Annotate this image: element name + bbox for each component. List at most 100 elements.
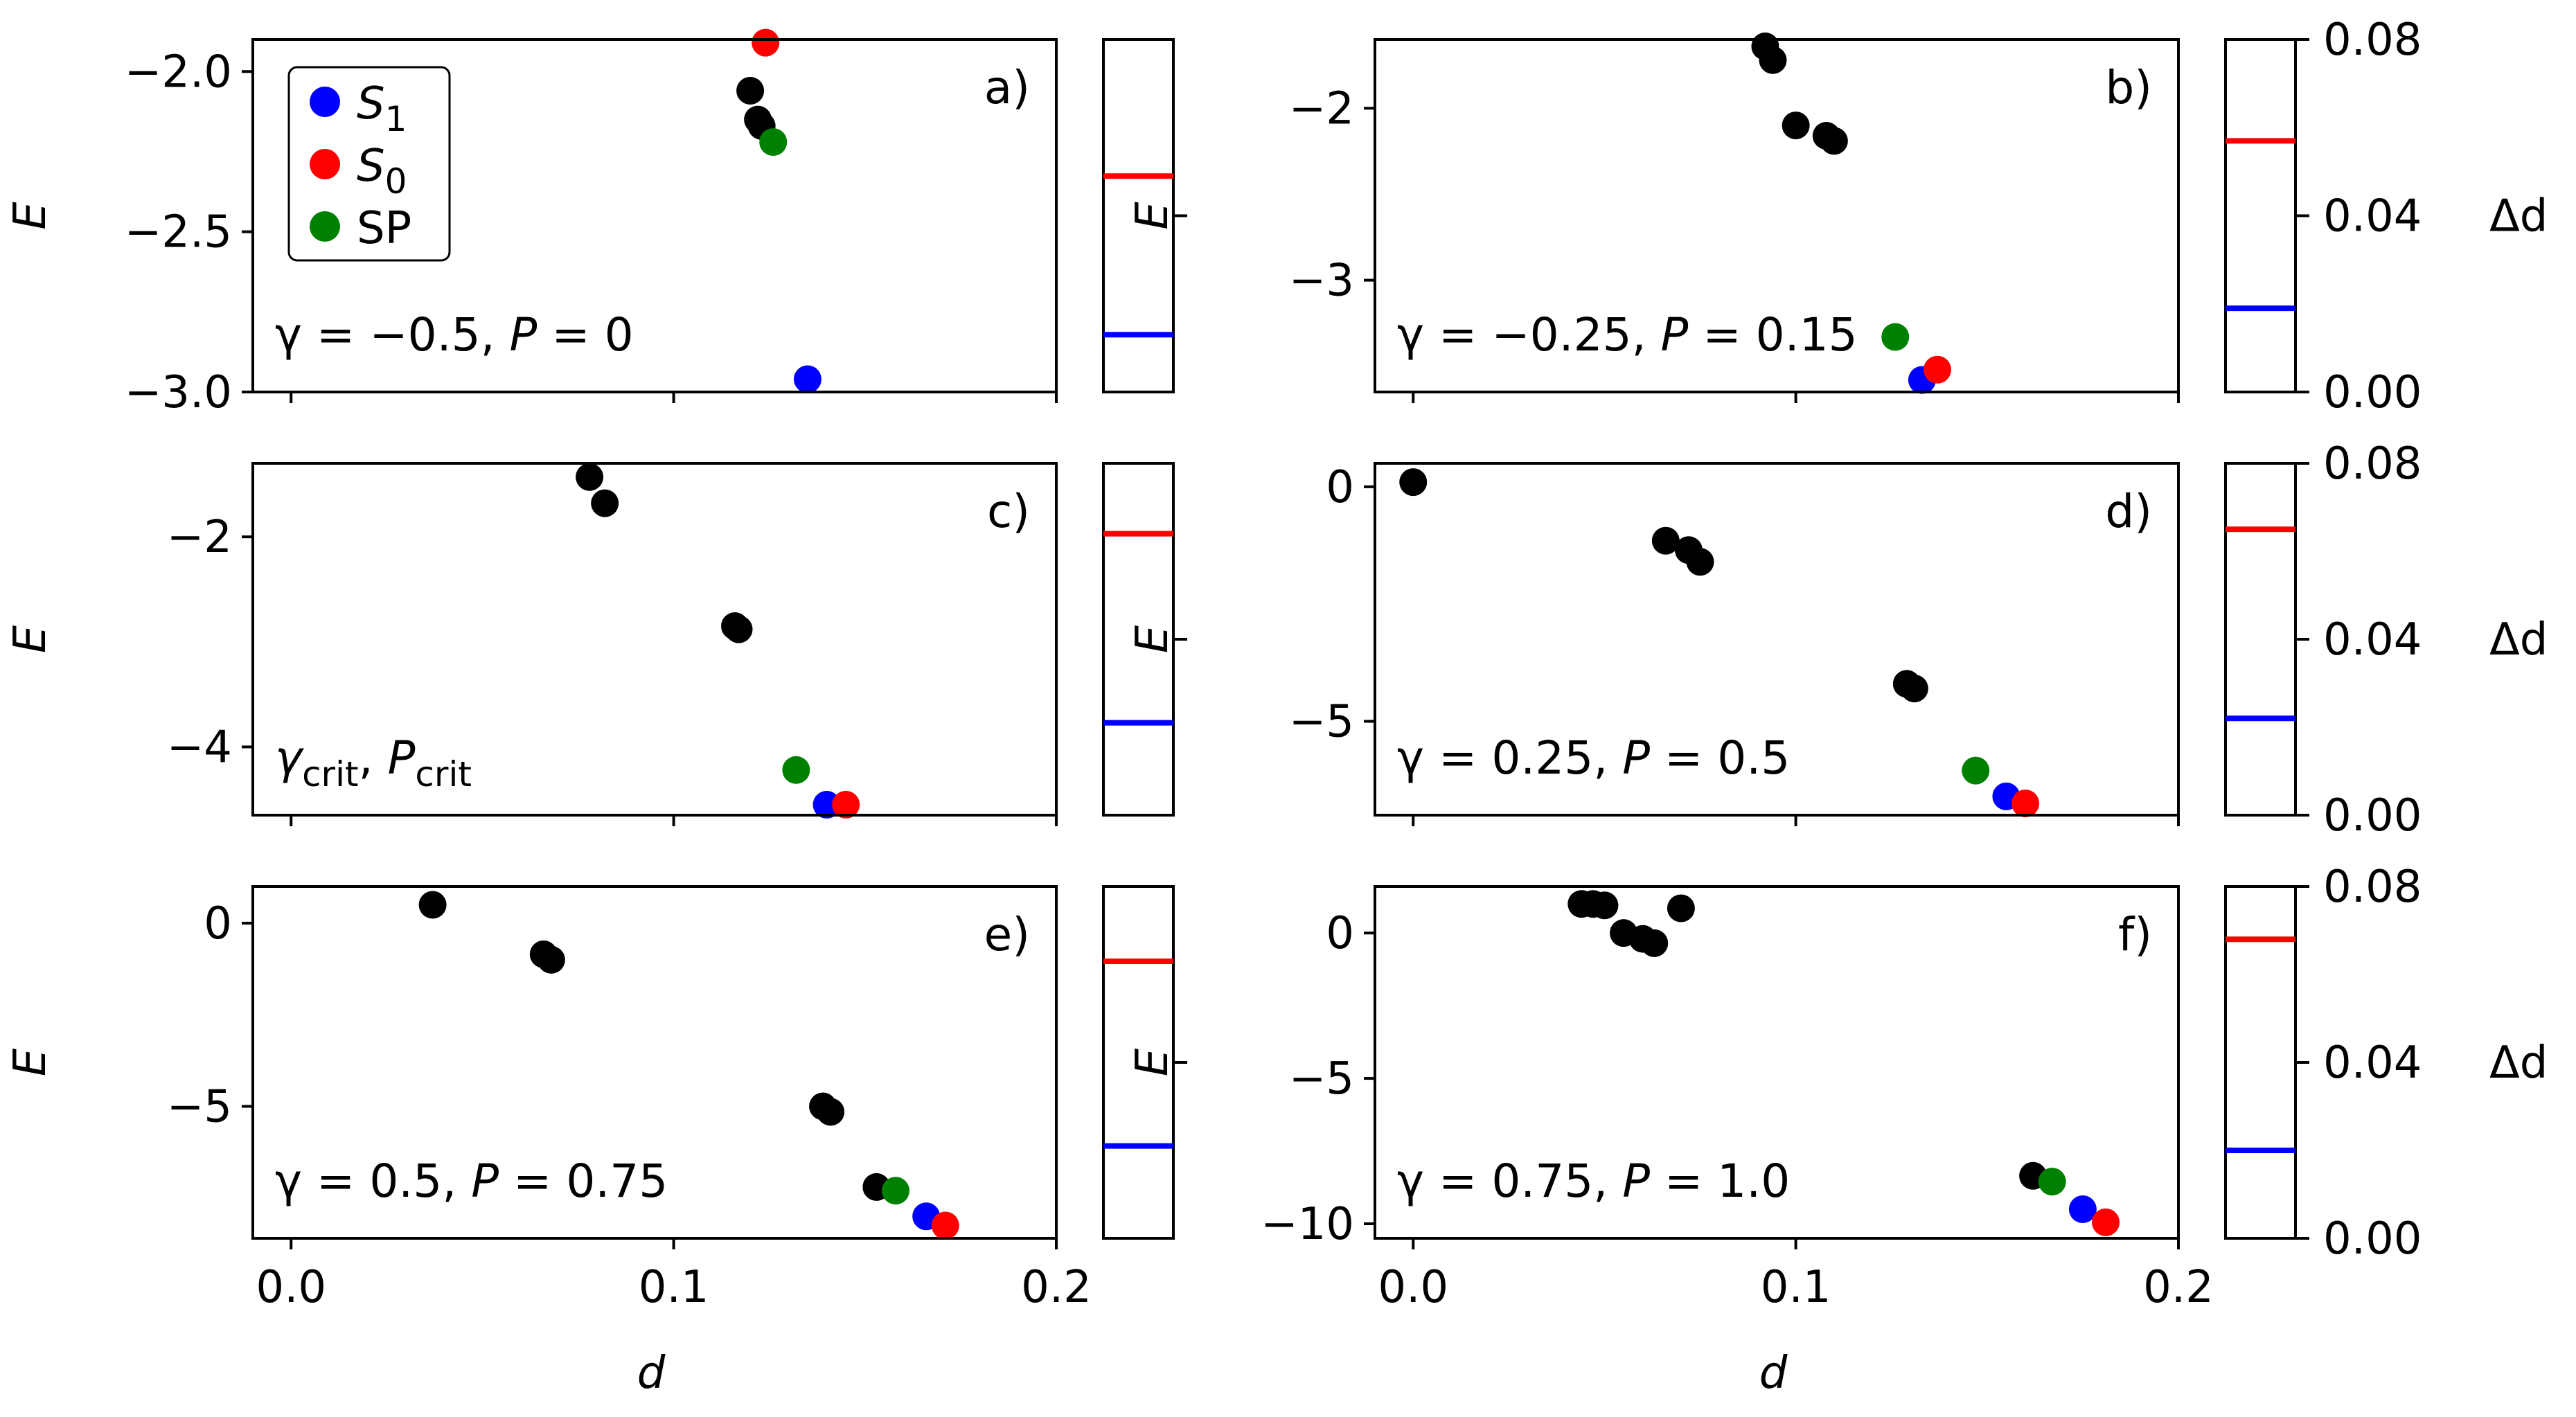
x-tick-label: 0.0 — [1378, 1262, 1448, 1313]
p-symbol: P — [1622, 731, 1650, 785]
delta-axis-label: Δd — [2489, 191, 2548, 242]
y-tick-label: −5 — [1289, 697, 1354, 748]
x-axis-label: d — [1759, 1348, 1788, 1399]
point-other — [1900, 675, 1928, 703]
point-other — [1667, 894, 1695, 923]
data-points — [1751, 32, 1951, 394]
y-axis-label: E — [1127, 202, 1178, 230]
condition-annotation: γcrit, Pcrit — [275, 731, 472, 794]
delta-d-panel: 0.00 0.04 0.08 Δd — [2224, 15, 2548, 418]
point-other — [1651, 526, 1680, 555]
point-other — [418, 891, 447, 919]
point-other — [1782, 112, 1810, 140]
delta-d-panel — [1102, 462, 1187, 817]
delta-tick-label: 0.08 — [2323, 15, 2422, 66]
point-sp — [882, 1177, 909, 1205]
panel-label: b) — [2105, 61, 2152, 114]
condition-annotation: γ = −0.5, P = 0 — [275, 308, 634, 362]
panel-label: a) — [984, 61, 1030, 114]
x-tick-label: 0.2 — [1021, 1262, 1092, 1313]
plot-frame — [1374, 885, 2180, 1240]
data-points — [1399, 468, 2040, 818]
point-sp — [782, 756, 810, 784]
point-other — [591, 489, 619, 517]
point-s1 — [793, 365, 821, 393]
y-tick-label: −2.0 — [125, 46, 232, 98]
point-s0 — [2011, 790, 2040, 818]
point-other — [537, 945, 565, 974]
delta-d-panel: 0.00 0.04 0.08 Δd — [2224, 438, 2548, 841]
p-symbol: P — [1661, 308, 1689, 362]
y-tick-label: −2 — [167, 512, 232, 563]
panel-e: 0 −5 0.0 0.1 0.2 Ed e) γ = 0.5, P = 0.75 — [5, 885, 1187, 1399]
point-s1 — [2068, 1195, 2097, 1224]
p-value: = 0.75 — [499, 1155, 668, 1208]
plot-frame — [251, 38, 1058, 393]
gamma-value: γ = 0.25, — [1397, 731, 1622, 785]
p-symbol: P — [388, 731, 416, 785]
plot-frame — [1374, 38, 2180, 393]
point-s0 — [2092, 1208, 2120, 1236]
legend-main: SP — [357, 203, 411, 254]
x-tick-label: 0.1 — [639, 1262, 709, 1313]
p-subscript: crit — [415, 754, 472, 794]
x-tick-label: 0.2 — [2143, 1262, 2214, 1313]
legend-label-s0: S0 — [357, 141, 407, 202]
data-points — [736, 28, 821, 393]
point-other — [725, 615, 753, 643]
point-other — [1399, 468, 1428, 497]
y-tick-label: −5 — [167, 1082, 232, 1133]
panel-label: e) — [984, 908, 1030, 961]
delta-tick-label: 0.08 — [2323, 438, 2422, 490]
legend-main: S — [357, 78, 385, 130]
delta-frame — [2224, 38, 2297, 393]
delta-tick-label: 0.04 — [2323, 191, 2422, 242]
y-axis-label: E — [5, 1048, 56, 1076]
panel-d: 0 −5 Ed) γ = 0.25, P = 0.5 0.00 0.04 0.08 Δd — [1127, 438, 2548, 841]
gamma-value: γ = 0.5, — [275, 1155, 471, 1208]
point-sp — [759, 128, 788, 157]
condition-annotation: γ = 0.5, P = 0.75 — [275, 1155, 668, 1208]
plot-frame — [251, 462, 1058, 817]
point-sp — [2038, 1168, 2066, 1196]
panel-f: 0 −5 −10 0.0 0.1 0.2 Ed f) γ = 0.75, P = 1.0 0.00… — [1127, 862, 2548, 1399]
legend-main: S — [357, 141, 385, 192]
gamma-symbol: γ — [275, 731, 304, 785]
y-tick-label: 0 — [1326, 462, 1354, 513]
delta-tick-label: 0.04 — [2323, 1037, 2422, 1089]
y-axis-label: E — [1127, 625, 1178, 653]
y-tick-label: −3.0 — [125, 367, 232, 418]
legend-label-sp: SP — [357, 203, 411, 254]
gamma-subscript: crit — [302, 754, 359, 794]
condition-annotation: γ = −0.25, P = 0.15 — [1397, 308, 1858, 362]
panel-b: −2 −3 Eb) γ = −0.25, P = 0.15 0.00 0.04 0.08 Δd — [1127, 15, 2548, 418]
p-value: = 0.5 — [1650, 731, 1790, 785]
data-points — [576, 463, 860, 819]
delta-d-panel — [1102, 885, 1187, 1240]
delta-axis-label: Δd — [2489, 614, 2548, 666]
data-points — [1567, 890, 2120, 1236]
point-s0 — [931, 1211, 959, 1240]
y-tick-label: −2 — [1289, 83, 1354, 134]
point-other — [576, 463, 604, 491]
y-tick-label: 0 — [204, 898, 232, 950]
legend-marker-sp — [310, 211, 340, 242]
delta-axis-label: Δd — [2489, 1037, 2548, 1089]
delta-d-panel: 0.00 0.04 0.08 Δd — [2224, 862, 2548, 1265]
plot-frame — [251, 885, 1058, 1240]
condition-annotation: γ = 0.25, P = 0.5 — [1397, 731, 1790, 785]
gamma-value: γ = 0.75, — [1397, 1155, 1622, 1208]
point-other — [1686, 548, 1714, 576]
gamma-value: γ = −0.5, — [275, 308, 510, 362]
condition-annotation: γ = 0.75, P = 1.0 — [1397, 1155, 1790, 1208]
delta-tick-label: 0.08 — [2323, 862, 2422, 913]
point-other — [1640, 929, 1669, 957]
delta-tick-label: 0.00 — [2323, 367, 2422, 418]
x-tick-label: 0.0 — [256, 1262, 326, 1313]
p-symbol: P — [471, 1155, 499, 1208]
delta-frame — [2224, 462, 2297, 817]
y-axis-label: E — [5, 625, 56, 653]
point-other — [736, 77, 765, 105]
separator: , — [359, 731, 388, 785]
